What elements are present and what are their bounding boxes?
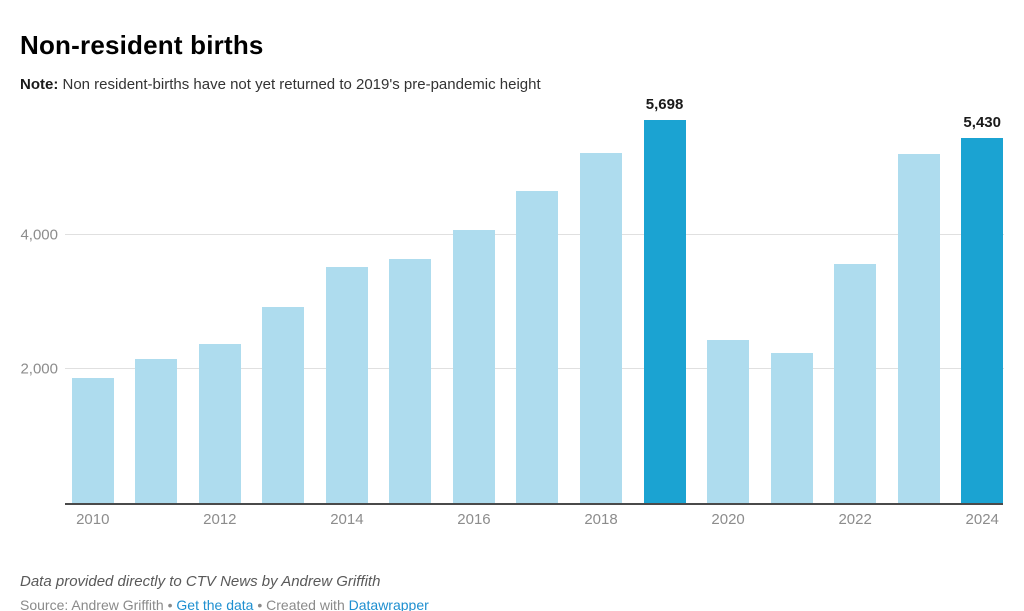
note-text: Non resident-births have not yet returne…	[62, 76, 541, 93]
x-tick-label-2018: 2018	[584, 511, 618, 528]
x-tick-label-2016: 2016	[457, 511, 491, 528]
bar-slot-2020	[696, 100, 760, 504]
x-tick-label-empty	[379, 511, 443, 528]
bar-slot-2024: 5,430	[950, 100, 1014, 504]
y-tick-label-4000: 4,000	[20, 226, 58, 244]
bar-2024	[961, 138, 1004, 504]
y-tick-label-2000: 2,000	[20, 360, 58, 378]
x-tick-label-2010: 2010	[76, 511, 110, 528]
bar-2012	[198, 344, 241, 504]
x-tick-label-empty	[760, 511, 824, 528]
separator: •	[257, 597, 263, 611]
footer-source: Source: Andrew Griffith • Get the data •…	[20, 597, 429, 611]
x-tick-label-2020: 2020	[711, 511, 745, 528]
x-tick-label-empty	[633, 511, 697, 528]
separator: •	[167, 597, 173, 611]
bar-slot-2021	[760, 100, 824, 504]
bar-value-label-2024: 5,430	[963, 114, 1001, 132]
bar-2018	[580, 153, 623, 504]
bar-2019	[643, 120, 686, 504]
x-axis-line	[65, 503, 1003, 505]
bar-slot-2022	[823, 100, 887, 504]
footer-byline: Data provided directly to CTV News by An…	[20, 573, 381, 590]
get-the-data-link[interactable]: Get the data	[176, 597, 254, 611]
created-with-text: Created with	[266, 597, 345, 611]
bar-slot-2019: 5,698	[633, 96, 697, 504]
x-tick-label-empty	[506, 511, 570, 528]
bars-container: 5,698 5,430	[61, 96, 1014, 504]
bar-2015	[389, 258, 432, 504]
bar-2013	[262, 307, 305, 504]
x-tick-label-2024: 2024	[965, 511, 999, 528]
x-axis-labels: 2010 2012 2014 2016 2018 2020 2022 2024	[61, 511, 1014, 528]
note-label: Note:	[20, 76, 59, 93]
x-tick-label-empty	[252, 511, 316, 528]
bar-2017	[516, 190, 559, 504]
bar-slot-2015	[379, 100, 443, 504]
bar-2010	[71, 378, 114, 504]
x-tick-label-empty	[887, 511, 951, 528]
y-axis-labels: 2,000 4,000	[14, 100, 58, 504]
bar-2021	[770, 352, 813, 504]
x-tick-label-2022: 2022	[838, 511, 872, 528]
bar-2022	[834, 263, 877, 504]
bar-2020	[707, 339, 750, 504]
bar-slot-2014	[315, 100, 379, 504]
bar-slot-2023	[887, 100, 951, 504]
bar-2016	[452, 229, 495, 504]
bar-slot-2017	[506, 100, 570, 504]
bar-2011	[135, 358, 178, 504]
bar-slot-2010	[61, 100, 125, 504]
bar-slot-2013	[252, 100, 316, 504]
datawrapper-link[interactable]: Datawrapper	[348, 597, 429, 611]
bar-slot-2011	[125, 100, 189, 504]
bar-value-label-2019: 5,698	[645, 96, 684, 114]
bar-slot-2016	[442, 100, 506, 504]
bar-slot-2018	[569, 100, 633, 504]
bar-2023	[897, 153, 940, 504]
x-tick-label-2014: 2014	[330, 511, 364, 528]
x-tick-label-empty	[125, 511, 189, 528]
bar-2014	[325, 267, 368, 504]
source-text: Source: Andrew Griffith	[20, 597, 164, 611]
x-tick-label-2012: 2012	[203, 511, 237, 528]
chart-title: Non-resident births	[20, 30, 264, 61]
bar-slot-2012	[188, 100, 252, 504]
chart-note: Note: Non resident-births have not yet r…	[20, 76, 541, 93]
